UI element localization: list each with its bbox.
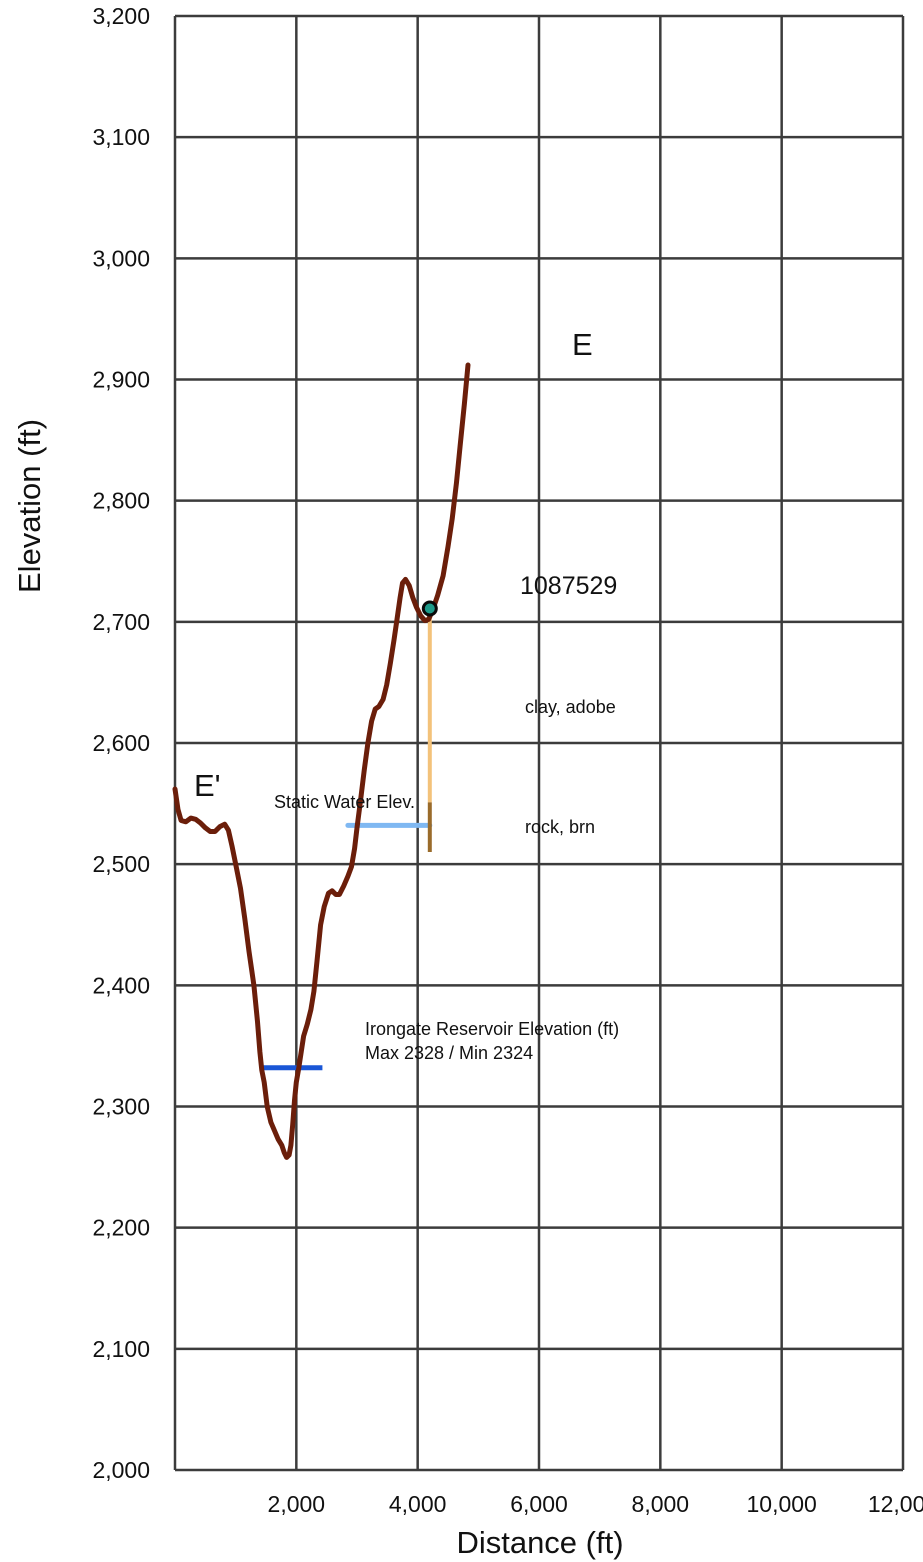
y-axis-title: Elevation (ft) [12,419,47,593]
reservoir-label-line1: Irongate Reservoir Elevation (ft) [365,1019,619,1039]
gridlines [173,14,905,1472]
y-tick-label: 2,800 [92,488,150,514]
interval-label-clay: clay, adobe [525,697,616,717]
well-id-label: 1087529 [520,572,617,600]
x-tick-label: 4,000 [389,1491,447,1517]
static-water-label: Static Water Elev. [274,792,415,812]
y-tick-label: 2,600 [92,730,150,756]
x-tick-label: 10,000 [746,1491,816,1517]
y-tick-label: 3,200 [92,3,150,29]
end-label-left: E' [194,768,221,803]
y-tick-label: 2,300 [92,1094,150,1120]
ground-profile-line [172,362,471,1160]
y-tick-label: 2,900 [92,367,150,393]
interval-label-rock: rock, brn [525,817,595,837]
x-axis-title: Distance (ft) [456,1525,623,1560]
y-tick-label: 3,000 [92,245,150,271]
x-tick-label: 8,000 [632,1491,690,1517]
x-tick-label: 6,000 [510,1491,568,1517]
y-tick-label: 2,500 [92,851,150,877]
x-tick-label: 12,000 [868,1491,923,1517]
y-tick-label: 2,200 [92,1215,150,1241]
y-tick-label: 2,400 [92,972,150,998]
well-marker [421,600,438,617]
y-tick-label: 2,000 [92,1457,150,1483]
reservoir-label-line2: Max 2328 / Min 2324 [365,1043,533,1063]
y-tick-label: 2,700 [92,609,150,635]
chart-marks [172,362,471,1160]
end-label-right: E [572,327,593,362]
y-tick-label: 3,100 [92,124,150,150]
tick-labels: 2,000 2,100 2,200 2,300 2,400 2,500 2,600 2,700… [92,3,923,1517]
y-tick-label: 2,100 [92,1336,150,1362]
x-tick-label: 2,000 [268,1491,326,1517]
